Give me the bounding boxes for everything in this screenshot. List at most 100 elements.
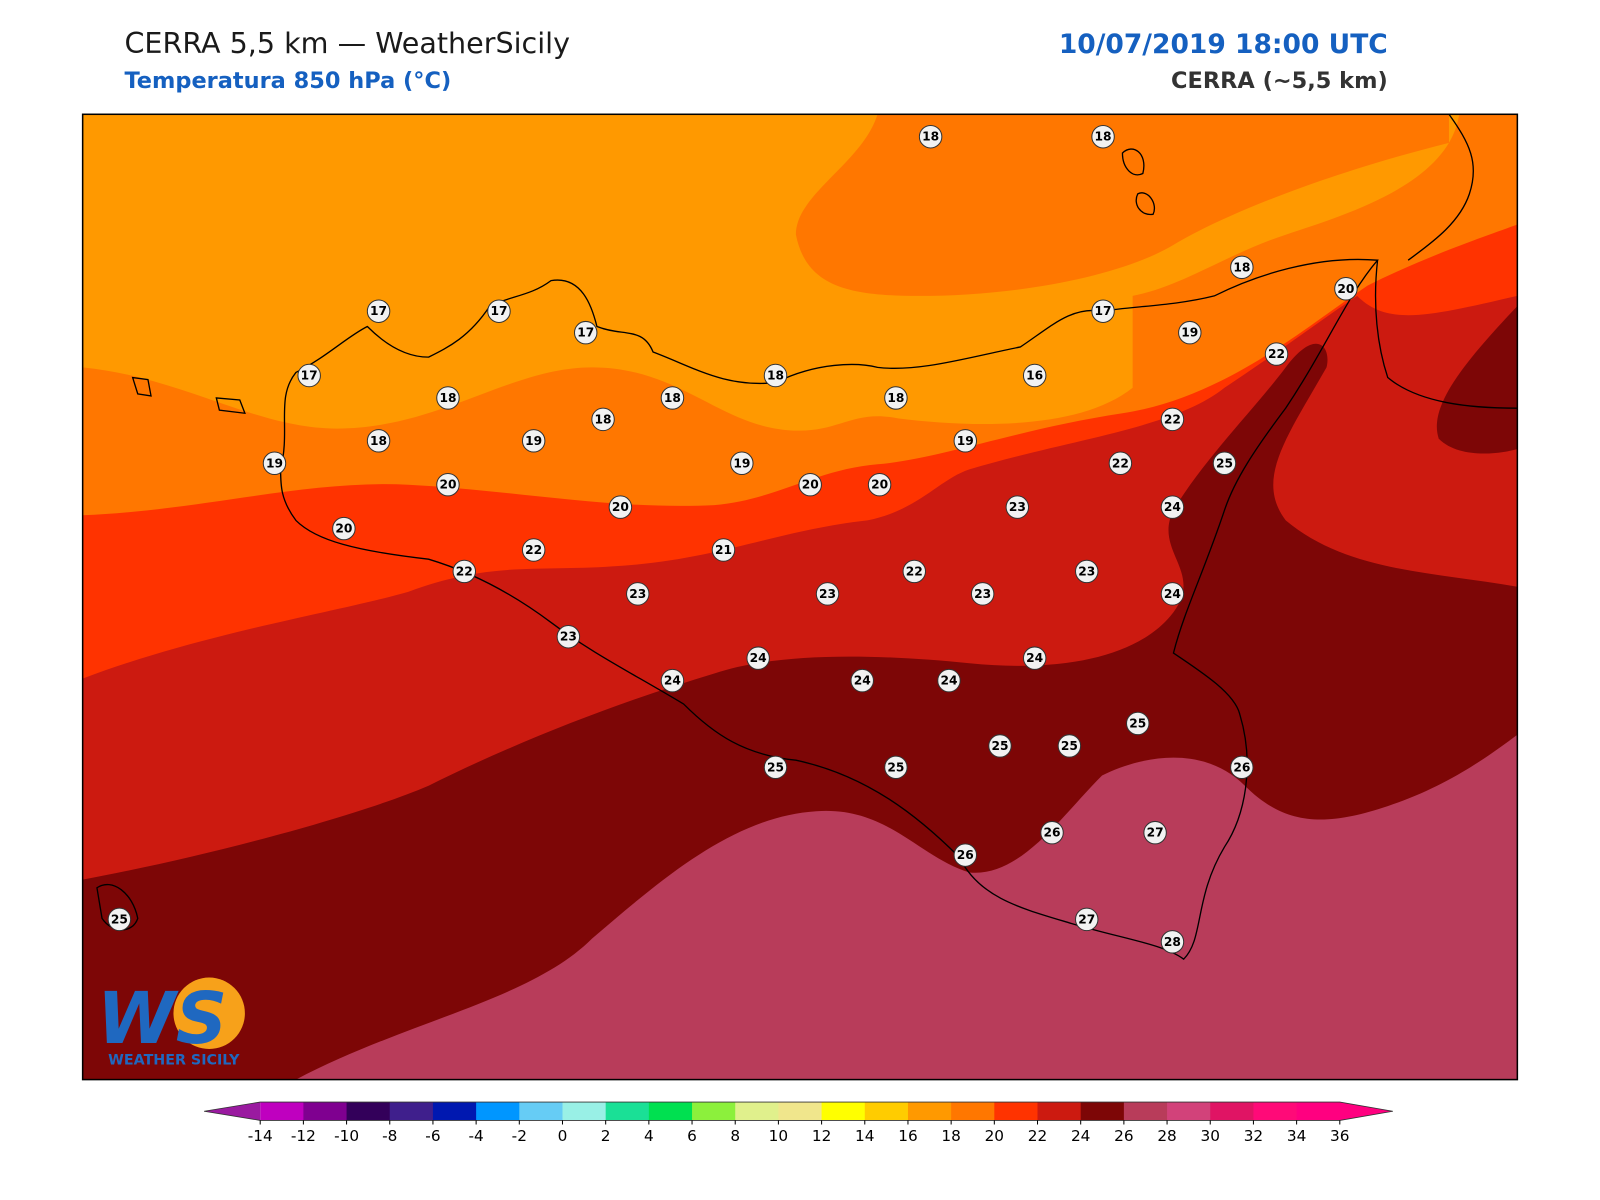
station-value: 19 — [1181, 326, 1198, 340]
station: 25 — [988, 734, 1012, 758]
station: 18 — [763, 363, 788, 388]
station-marker — [1212, 451, 1237, 475]
station: 25 — [763, 755, 788, 780]
station-value: 21 — [715, 543, 732, 557]
colorbar-tick-label: -6 — [425, 1127, 440, 1145]
station-value: 25 — [1216, 456, 1233, 470]
station-marker — [1230, 255, 1254, 280]
station: 22 — [521, 538, 546, 562]
station-value: 19 — [266, 456, 283, 470]
colorbar-segment — [303, 1102, 348, 1121]
station-value: 18 — [1233, 260, 1250, 274]
station-value: 18 — [595, 412, 612, 426]
station-marker — [798, 472, 822, 497]
station-value: 20 — [335, 522, 352, 536]
station: 18 — [591, 407, 615, 432]
map-frame — [81, 113, 1519, 1081]
temperature-field — [82, 114, 1518, 1080]
colorbar-segment — [821, 1102, 866, 1121]
station-value: 20 — [439, 478, 456, 492]
station-value: 24 — [854, 674, 871, 688]
station-marker — [626, 582, 650, 606]
colorbar: -14 -12 -10 -8 -6 -4 -2 0 2 4 6 8 10 12 14 16 18 20 22 24 26… — [204, 1101, 1393, 1145]
station-marker — [746, 646, 770, 670]
station-marker — [1160, 407, 1185, 432]
colorbar-tick-label: 36 — [1330, 1127, 1349, 1145]
station-marker — [332, 516, 356, 541]
colorbar-tick-label: 10 — [769, 1127, 788, 1145]
station-value: 25 — [887, 760, 904, 774]
station: 28 — [1160, 930, 1185, 954]
datetime: 10/07/2019 18:00 UTC — [1059, 29, 1388, 60]
station: 24 — [850, 668, 874, 693]
station: 24 — [1160, 495, 1185, 519]
station: 17 — [573, 320, 598, 345]
station-marker — [730, 451, 754, 475]
station: 22 — [902, 559, 927, 584]
station-value: 24 — [1164, 500, 1181, 514]
station-value: 22 — [1112, 456, 1129, 470]
station: 23 — [970, 582, 995, 606]
station-marker — [521, 538, 546, 562]
station-value: 28 — [1164, 935, 1181, 949]
station-marker — [1040, 820, 1064, 845]
station-marker — [1091, 299, 1115, 323]
station-marker — [1334, 277, 1358, 301]
station-value: 18 — [664, 391, 681, 405]
station-marker — [1160, 582, 1185, 606]
title: CERRA 5,5 km — WeatherSicily — [124, 26, 570, 60]
station-marker — [1143, 820, 1167, 845]
station-value: 24 — [664, 674, 681, 688]
station: 17 — [487, 299, 511, 323]
station-value: 16 — [1026, 369, 1043, 383]
colorbar-segment — [1123, 1102, 1168, 1121]
station-value: 18 — [439, 391, 456, 405]
colorbar-tick-label: 8 — [730, 1127, 740, 1145]
station-marker — [953, 843, 978, 867]
station: 22 — [1264, 342, 1289, 366]
station: 20 — [1334, 277, 1358, 301]
station-value: 17 — [370, 304, 387, 318]
station-marker — [763, 755, 788, 780]
station: 19 — [521, 429, 546, 453]
colorbar-segment — [692, 1102, 736, 1121]
colorbar-tick-label: 12 — [812, 1127, 831, 1145]
station-marker — [660, 386, 685, 410]
colorbar-tick-label: 18 — [941, 1127, 960, 1145]
colorbar-tick-label: 28 — [1157, 1127, 1176, 1145]
station: 25 — [1057, 734, 1082, 758]
station: 24 — [746, 646, 770, 670]
station-value: 18 — [1095, 130, 1112, 144]
island-outline — [96, 148, 1155, 931]
station-value: 17 — [577, 326, 594, 340]
colorbar-tick-label: -2 — [512, 1127, 527, 1145]
station-value: 17 — [301, 369, 318, 383]
station: 17 — [297, 363, 321, 388]
station-marker — [711, 538, 736, 562]
station-value: 23 — [1078, 564, 1095, 578]
station-marker — [1057, 734, 1082, 758]
logo-name: WEATHER SICILY — [108, 1052, 240, 1068]
station-marker — [1075, 559, 1099, 584]
station: 18 — [918, 125, 943, 149]
station-value: 22 — [1268, 347, 1285, 361]
colorbar-segment — [389, 1102, 434, 1121]
station-marker — [262, 451, 287, 475]
station-marker — [573, 320, 598, 345]
station-value: 22 — [525, 543, 542, 557]
station-marker — [867, 472, 892, 497]
colorbar-extend-low — [204, 1102, 261, 1121]
station-marker — [1075, 907, 1099, 932]
colorbar-segment — [907, 1102, 952, 1121]
colorbar-segment — [1080, 1102, 1125, 1121]
station: 20 — [867, 472, 892, 497]
station-value: 26 — [957, 848, 974, 862]
station-marker — [1091, 125, 1115, 149]
band-24-26-east — [1436, 306, 1518, 454]
station: 17 — [1091, 299, 1115, 323]
station-marker — [107, 907, 132, 932]
station-marker — [884, 386, 908, 410]
station: 18 — [660, 386, 685, 410]
station: 25 — [1126, 711, 1150, 736]
